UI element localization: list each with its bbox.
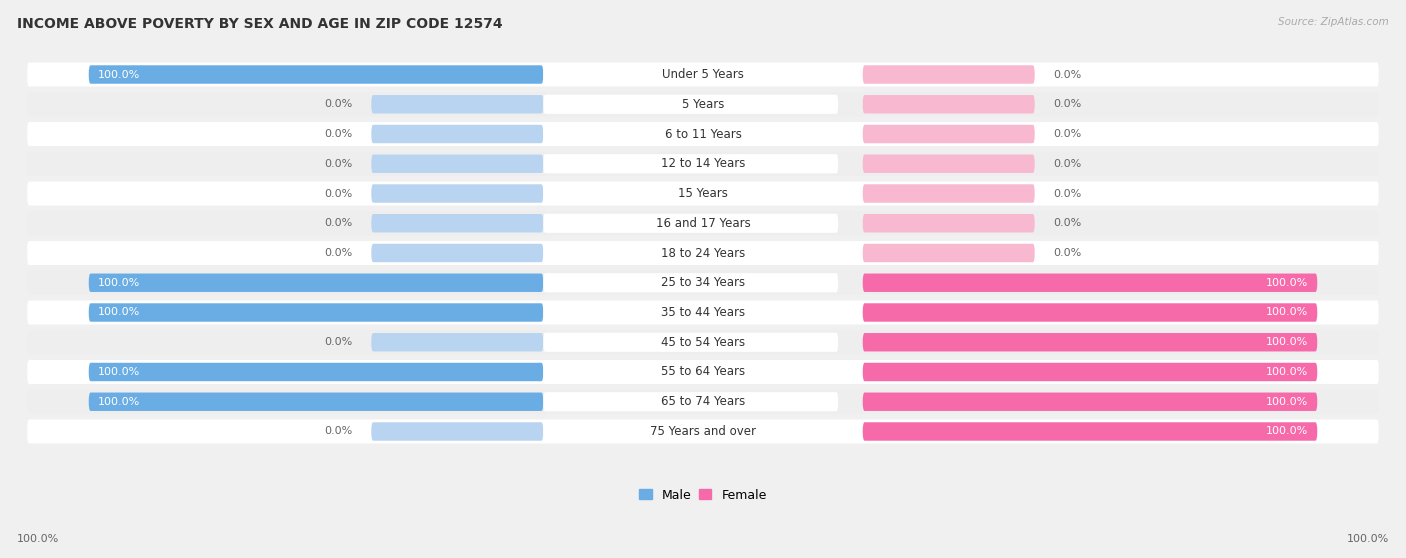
FancyBboxPatch shape <box>89 304 543 322</box>
FancyBboxPatch shape <box>863 65 1035 84</box>
FancyBboxPatch shape <box>27 181 1379 205</box>
FancyBboxPatch shape <box>863 244 1035 262</box>
FancyBboxPatch shape <box>543 154 838 174</box>
FancyBboxPatch shape <box>863 125 1035 143</box>
FancyBboxPatch shape <box>543 422 838 441</box>
FancyBboxPatch shape <box>89 273 543 292</box>
Text: 100.0%: 100.0% <box>1265 337 1308 347</box>
FancyBboxPatch shape <box>371 184 543 203</box>
Text: 100.0%: 100.0% <box>1265 307 1308 318</box>
FancyBboxPatch shape <box>543 184 838 203</box>
Text: 75 Years and over: 75 Years and over <box>650 425 756 438</box>
Text: 0.0%: 0.0% <box>1053 189 1081 199</box>
Text: 100.0%: 100.0% <box>1265 278 1308 288</box>
FancyBboxPatch shape <box>89 65 543 84</box>
Text: 5 Years: 5 Years <box>682 98 724 110</box>
FancyBboxPatch shape <box>371 214 543 233</box>
FancyBboxPatch shape <box>371 333 543 352</box>
Text: 55 to 64 Years: 55 to 64 Years <box>661 365 745 378</box>
Text: INCOME ABOVE POVERTY BY SEX AND AGE IN ZIP CODE 12574: INCOME ABOVE POVERTY BY SEX AND AGE IN Z… <box>17 17 502 31</box>
Text: 100.0%: 100.0% <box>1265 367 1308 377</box>
FancyBboxPatch shape <box>863 333 1317 352</box>
FancyBboxPatch shape <box>27 122 1379 146</box>
FancyBboxPatch shape <box>543 392 838 411</box>
FancyBboxPatch shape <box>27 211 1379 235</box>
Text: 0.0%: 0.0% <box>1053 99 1081 109</box>
FancyBboxPatch shape <box>543 303 838 322</box>
Text: 100.0%: 100.0% <box>1265 426 1308 436</box>
Text: 100.0%: 100.0% <box>98 367 141 377</box>
Text: 6 to 11 Years: 6 to 11 Years <box>665 128 741 141</box>
FancyBboxPatch shape <box>863 184 1035 203</box>
FancyBboxPatch shape <box>543 65 838 84</box>
Text: 0.0%: 0.0% <box>1053 129 1081 139</box>
Text: 0.0%: 0.0% <box>1053 70 1081 79</box>
Text: 0.0%: 0.0% <box>325 337 353 347</box>
Text: 25 to 34 Years: 25 to 34 Years <box>661 276 745 289</box>
Text: 100.0%: 100.0% <box>17 534 59 544</box>
FancyBboxPatch shape <box>27 360 1379 384</box>
Text: 45 to 54 Years: 45 to 54 Years <box>661 336 745 349</box>
Text: 0.0%: 0.0% <box>325 218 353 228</box>
FancyBboxPatch shape <box>89 363 543 381</box>
FancyBboxPatch shape <box>371 95 543 113</box>
Text: 18 to 24 Years: 18 to 24 Years <box>661 247 745 259</box>
FancyBboxPatch shape <box>27 420 1379 444</box>
Text: 100.0%: 100.0% <box>1347 534 1389 544</box>
Text: 0.0%: 0.0% <box>325 99 353 109</box>
Text: 15 Years: 15 Years <box>678 187 728 200</box>
FancyBboxPatch shape <box>863 363 1317 381</box>
Text: 12 to 14 Years: 12 to 14 Years <box>661 157 745 170</box>
Text: 35 to 44 Years: 35 to 44 Years <box>661 306 745 319</box>
Text: 100.0%: 100.0% <box>98 307 141 318</box>
FancyBboxPatch shape <box>543 273 838 292</box>
Text: 100.0%: 100.0% <box>98 70 141 79</box>
FancyBboxPatch shape <box>863 95 1035 113</box>
Text: 16 and 17 Years: 16 and 17 Years <box>655 217 751 230</box>
Text: 100.0%: 100.0% <box>98 278 141 288</box>
FancyBboxPatch shape <box>371 125 543 143</box>
FancyBboxPatch shape <box>371 244 543 262</box>
Text: Source: ZipAtlas.com: Source: ZipAtlas.com <box>1278 17 1389 27</box>
Text: Under 5 Years: Under 5 Years <box>662 68 744 81</box>
FancyBboxPatch shape <box>371 422 543 441</box>
FancyBboxPatch shape <box>863 214 1035 233</box>
FancyBboxPatch shape <box>27 152 1379 176</box>
Text: 0.0%: 0.0% <box>325 189 353 199</box>
FancyBboxPatch shape <box>863 422 1317 441</box>
FancyBboxPatch shape <box>863 273 1317 292</box>
Text: 0.0%: 0.0% <box>325 129 353 139</box>
FancyBboxPatch shape <box>543 362 838 382</box>
Text: 100.0%: 100.0% <box>98 397 141 407</box>
FancyBboxPatch shape <box>863 304 1317 322</box>
Text: 0.0%: 0.0% <box>325 426 353 436</box>
FancyBboxPatch shape <box>543 124 838 143</box>
FancyBboxPatch shape <box>27 330 1379 354</box>
Text: 0.0%: 0.0% <box>325 248 353 258</box>
Text: 0.0%: 0.0% <box>1053 218 1081 228</box>
FancyBboxPatch shape <box>27 241 1379 265</box>
FancyBboxPatch shape <box>543 214 838 233</box>
FancyBboxPatch shape <box>27 389 1379 413</box>
FancyBboxPatch shape <box>863 392 1317 411</box>
FancyBboxPatch shape <box>371 155 543 173</box>
Text: 0.0%: 0.0% <box>1053 159 1081 169</box>
Text: 0.0%: 0.0% <box>325 159 353 169</box>
FancyBboxPatch shape <box>27 301 1379 325</box>
Legend: Male, Female: Male, Female <box>634 484 772 507</box>
FancyBboxPatch shape <box>27 62 1379 86</box>
FancyBboxPatch shape <box>543 333 838 352</box>
FancyBboxPatch shape <box>543 95 838 114</box>
FancyBboxPatch shape <box>27 271 1379 295</box>
FancyBboxPatch shape <box>27 92 1379 116</box>
FancyBboxPatch shape <box>543 243 838 263</box>
FancyBboxPatch shape <box>89 392 543 411</box>
Text: 100.0%: 100.0% <box>1265 397 1308 407</box>
Text: 65 to 74 Years: 65 to 74 Years <box>661 395 745 408</box>
FancyBboxPatch shape <box>863 155 1035 173</box>
Text: 0.0%: 0.0% <box>1053 248 1081 258</box>
